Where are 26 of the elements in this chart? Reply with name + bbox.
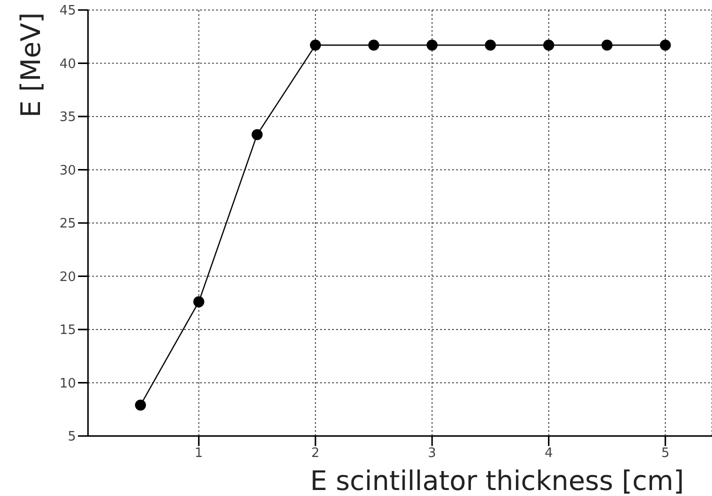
y-tick-label: 20 [59,270,76,285]
x-axis-title: E scintillator thickness [cm] [310,466,684,496]
y-tick-label: 5 [68,430,76,445]
point [310,40,321,51]
y-tick-label: 40 [59,56,76,72]
y-axis-title: E [MeV] [16,12,47,118]
point [134,400,146,411]
point [426,40,438,51]
point [193,296,204,308]
point [543,40,554,51]
x-tick-label: 2 [311,446,320,462]
point [252,129,263,140]
y-tick-label: 15 [59,323,76,338]
point [660,40,671,51]
point [602,40,613,51]
x-tick-label: 5 [661,446,670,462]
point [368,40,380,51]
x-tick-label: 1 [194,446,203,462]
y-tick-label: 25 [59,216,76,232]
y-tick-label: 35 [59,110,76,126]
y-tick-label: 30 [59,163,76,178]
y-tick-label: 45 [59,4,76,19]
x-tick-label: 4 [544,446,553,462]
x-tick-label: 3 [428,446,436,462]
point [484,40,496,51]
y-tick-label: 10 [59,376,76,392]
